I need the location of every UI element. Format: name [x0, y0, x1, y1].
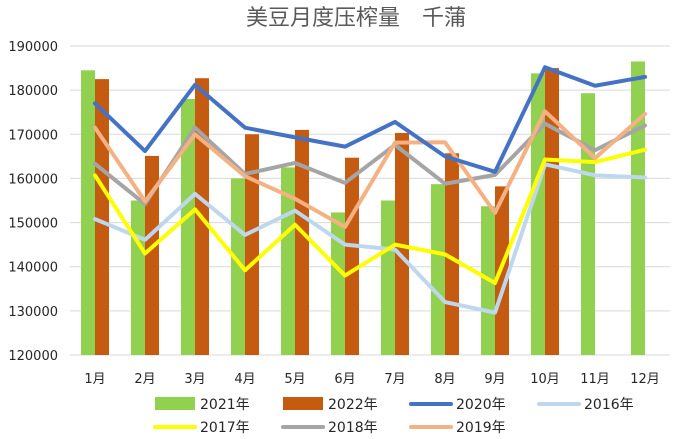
x-tick-label: 4月: [234, 372, 255, 387]
legend-label: 2020年: [456, 397, 506, 413]
line-2019年: [93, 109, 647, 229]
line-2017年: [93, 147, 647, 286]
line-2020年: [93, 65, 647, 174]
x-tick-label: 10月: [530, 372, 560, 387]
y-tick-label: 180000: [8, 84, 58, 99]
legend-label: 2021年: [200, 397, 250, 413]
x-tick-label: 1月: [84, 372, 105, 387]
legend-item: 2018年: [281, 420, 378, 436]
legend-item: 2020年: [409, 397, 506, 413]
bar-2022年: [145, 155, 159, 355]
bar-2021年: [381, 200, 395, 355]
legend-label: 2018年: [328, 420, 378, 436]
legend-item: 2021年: [155, 397, 250, 413]
bar-2022年: [95, 79, 109, 355]
gridlines: [70, 45, 670, 356]
bar-2022年: [245, 134, 259, 355]
x-tick-label: 5月: [284, 372, 305, 387]
x-tick-label: 11月: [580, 372, 610, 387]
x-axis-ticks: 1月 2月 3月 4月 5月 6月 7月 8月 9月 10月 11月 12月: [84, 372, 659, 387]
chart-title: 美豆月度压榨量 千蒲: [246, 6, 466, 31]
legend: 2021年 2022年 2020年 2016年 2017年 2018年 2019年: [153, 397, 634, 436]
bar-2021年: [431, 184, 445, 355]
x-tick-label: 3月: [184, 372, 205, 387]
y-axis-ticks: 120000 130000 140000 150000 160000 170000 1800…: [8, 40, 58, 364]
bar-2021年: [331, 212, 345, 355]
y-tick-label: 190000: [8, 40, 58, 55]
x-tick-label: 8月: [434, 372, 455, 387]
x-tick-label: 12月: [630, 372, 660, 387]
legend-label: 2017年: [200, 420, 250, 436]
y-tick-label: 140000: [8, 261, 58, 276]
line-series: [93, 65, 647, 315]
bar-2021年: [581, 93, 595, 356]
legend-item: 2017年: [153, 420, 250, 436]
y-tick-label: 150000: [8, 217, 58, 232]
bar-2021年: [631, 61, 645, 355]
bar-2022年: [295, 129, 309, 355]
legend-item: 2019年: [409, 420, 506, 436]
x-tick-label: 9月: [484, 372, 505, 387]
bar-2021年: [81, 70, 95, 356]
legend-item: 2016年: [537, 397, 634, 413]
legend-swatch: [283, 397, 323, 410]
bar-2021年: [531, 73, 545, 356]
bar-2021年: [181, 98, 195, 355]
y-tick-label: 120000: [8, 349, 58, 364]
legend-item: 2022年: [283, 397, 378, 413]
y-tick-label: 170000: [8, 128, 58, 143]
legend-label: 2016年: [584, 397, 634, 413]
legend-label: 2019年: [456, 420, 506, 436]
y-tick-label: 130000: [8, 305, 58, 320]
bar-2021年: [231, 178, 245, 355]
x-tick-label: 6月: [334, 372, 355, 387]
line-2018年: [93, 121, 647, 207]
legend-swatch: [155, 397, 195, 410]
x-tick-label: 7月: [384, 372, 405, 387]
bar-2022年: [545, 68, 559, 356]
bar-2022年: [345, 157, 359, 355]
bar-2021年: [131, 200, 145, 355]
x-tick-label: 2月: [134, 372, 155, 387]
line-2016年: [93, 162, 647, 315]
legend-label: 2022年: [328, 397, 378, 413]
y-tick-label: 160000: [8, 172, 58, 187]
